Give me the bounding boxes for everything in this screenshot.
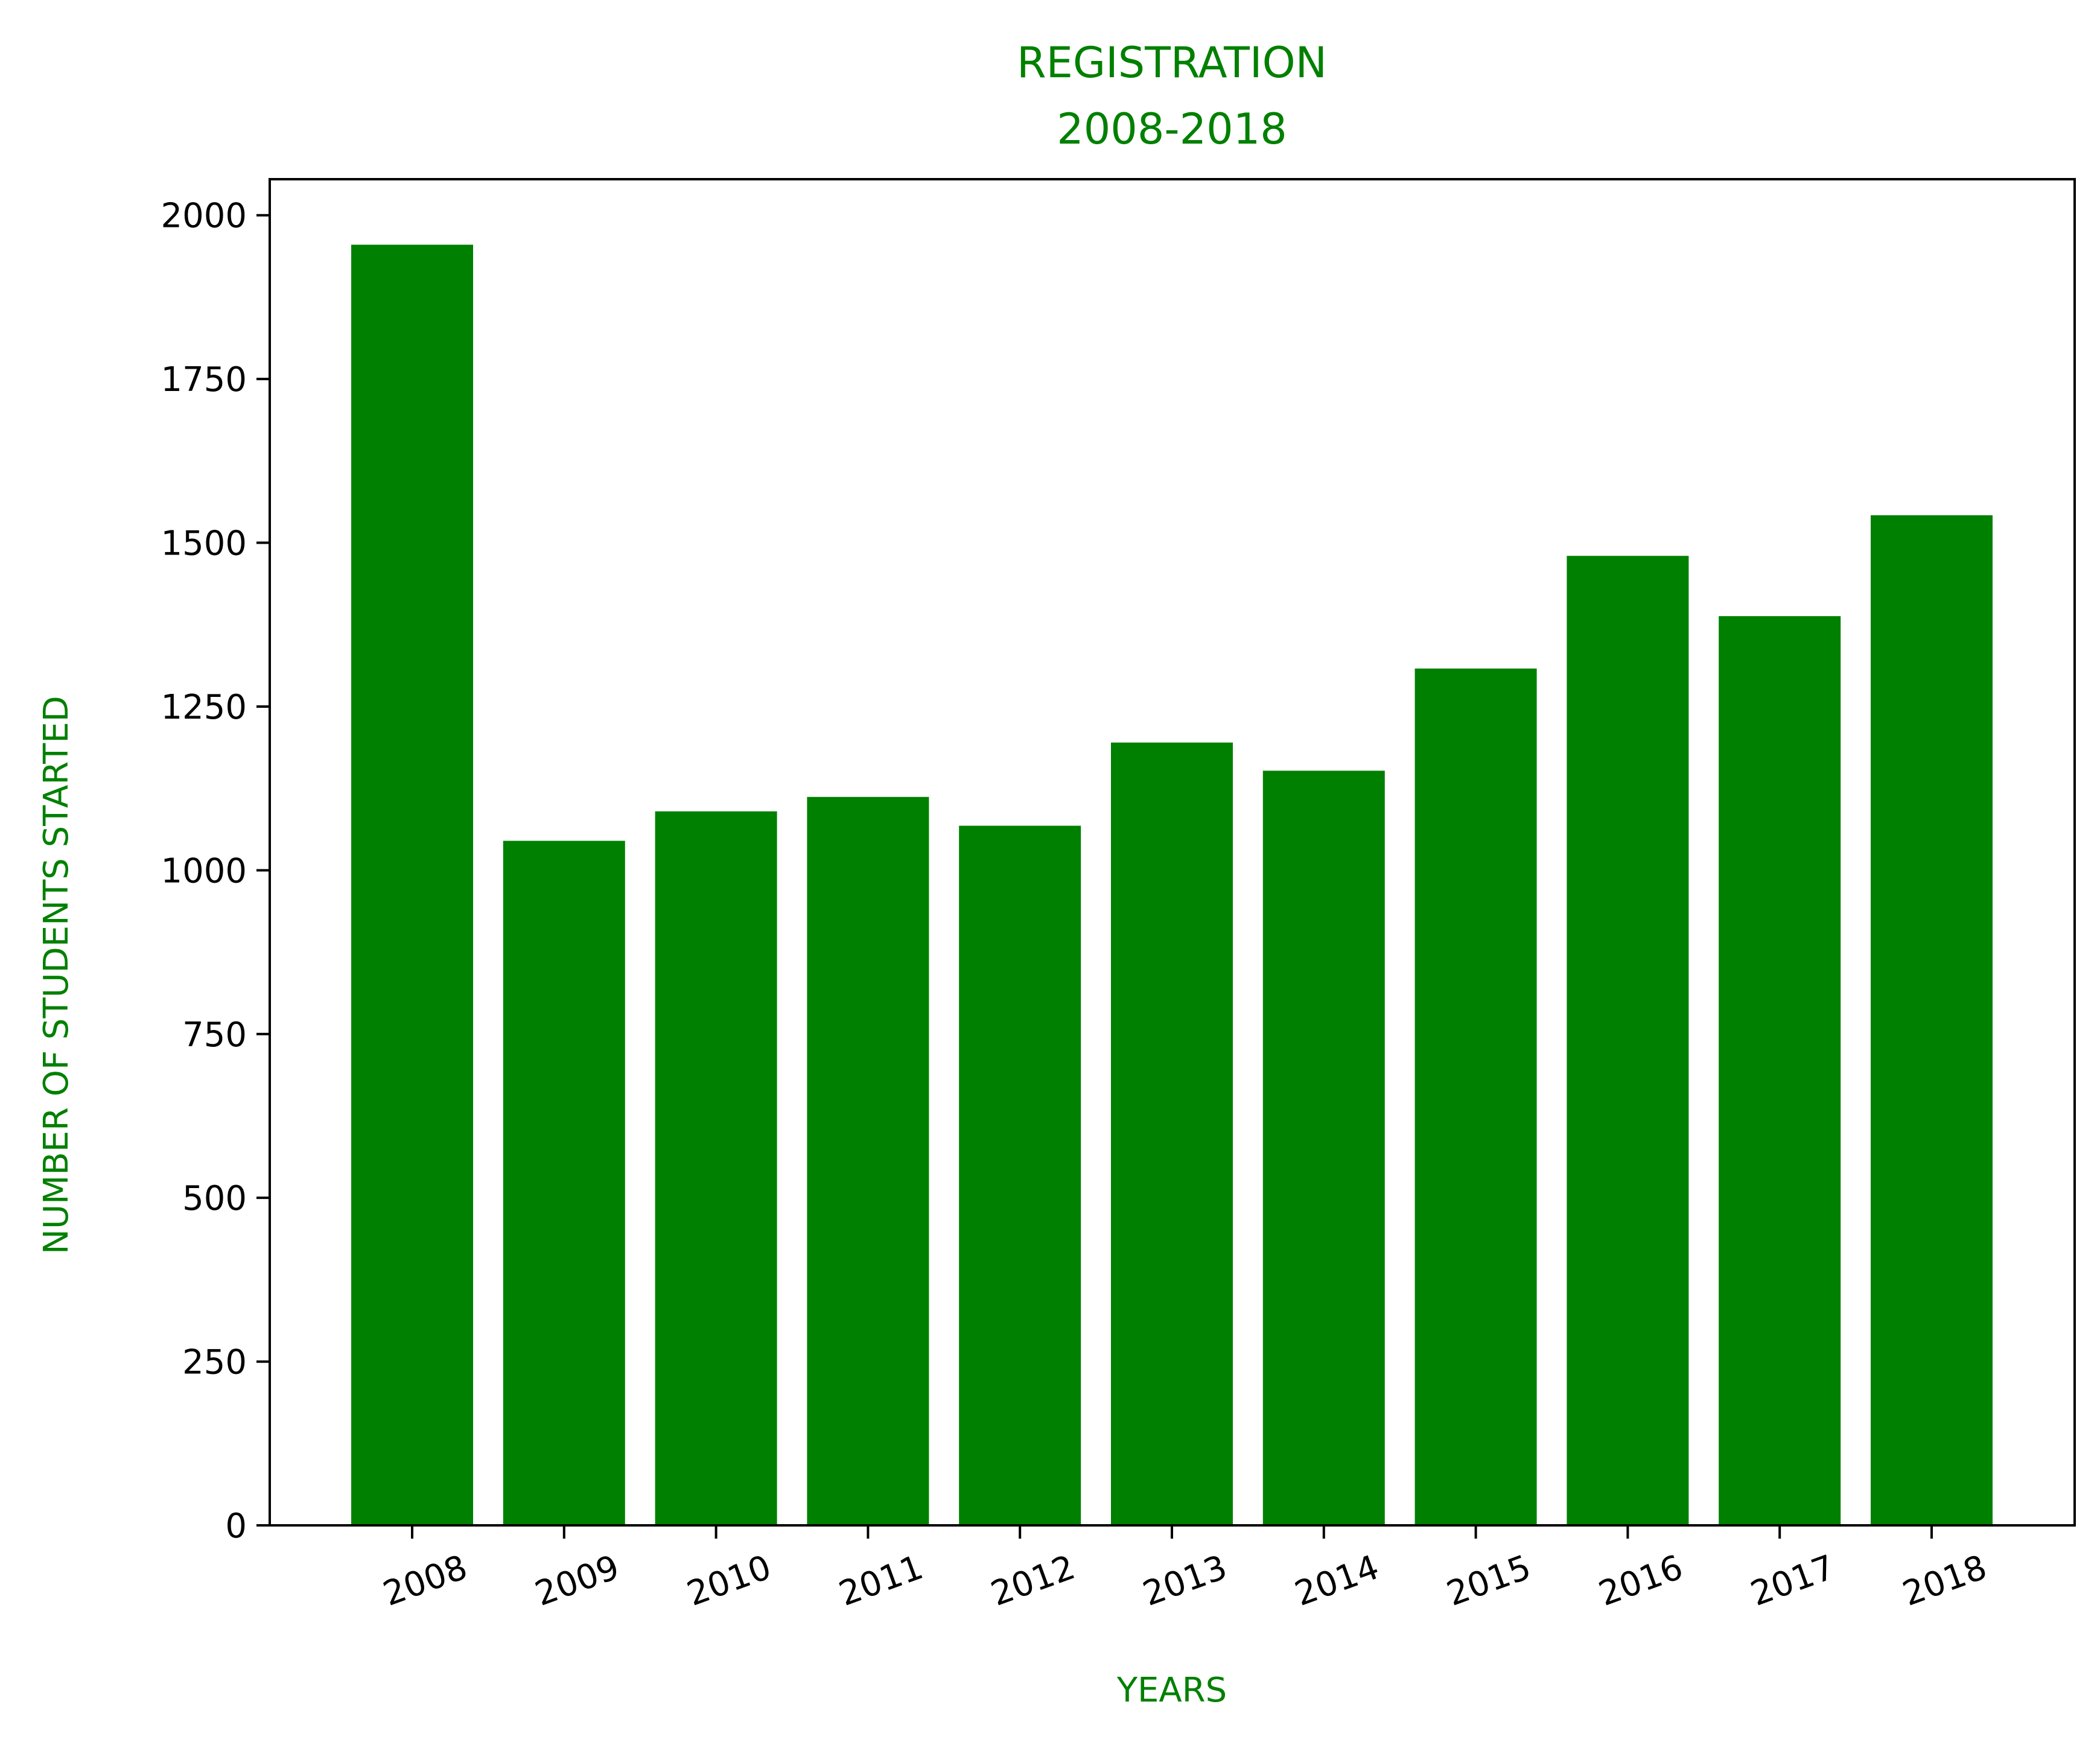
- bar-2016: [1567, 556, 1689, 1525]
- x-tick-label-2013: 2013: [1138, 1548, 1232, 1614]
- y-tick-label-500: 500: [182, 1179, 247, 1218]
- x-tick-label-2014: 2014: [1290, 1548, 1384, 1614]
- y-tick-label-0: 0: [225, 1507, 247, 1546]
- x-tick-label-2012: 2012: [986, 1548, 1080, 1614]
- x-axis-title: YEARS: [1116, 1671, 1227, 1710]
- bar-2011: [807, 796, 929, 1525]
- x-tick-label-2016: 2016: [1594, 1548, 1688, 1614]
- x-tick-label-2015: 2015: [1442, 1548, 1536, 1614]
- chart-title-line-2: 2008-2018: [1057, 104, 1287, 154]
- bar-2018: [1871, 515, 1993, 1525]
- y-tick-label-750: 750: [182, 1015, 247, 1055]
- plot-frame: [269, 178, 2076, 1527]
- x-tick-label-2009: 2009: [530, 1548, 624, 1614]
- bar-2009: [503, 841, 625, 1525]
- bars-group: [351, 244, 1993, 1526]
- y-axis-title: NUMBER OF STUDENTS STARTED: [37, 696, 76, 1254]
- bar-2008: [351, 244, 473, 1526]
- y-tick-label-2000: 2000: [161, 197, 247, 236]
- y-tick-label-1500: 1500: [161, 524, 247, 564]
- bar-2017: [1719, 616, 1841, 1526]
- x-tick-label-2008: 2008: [378, 1548, 472, 1614]
- bar-2012: [959, 825, 1081, 1525]
- x-tick-label-2011: 2011: [834, 1548, 928, 1614]
- y-tick-label-1250: 1250: [161, 688, 247, 727]
- x-tick-label-2018: 2018: [1898, 1548, 1992, 1614]
- bar-2014: [1262, 771, 1385, 1525]
- x-tick-label-2017: 2017: [1746, 1548, 1840, 1614]
- chart-title: REGISTRATION 2008-2018: [1017, 38, 1327, 154]
- bar-2013: [1111, 742, 1233, 1525]
- y-tick-label-1000: 1000: [161, 851, 247, 891]
- bar-2015: [1414, 668, 1537, 1525]
- x-axis-ticks: 2008 2009 2010 2011 2012 2013 2014 2015 2016 2017…: [378, 1525, 1992, 1614]
- chart-title-line-1: REGISTRATION: [1017, 38, 1327, 87]
- y-axis-ticks: 0 250 500 750 1000 1250 1500 1750 2000: [161, 197, 270, 1546]
- x-tick-label-2010: 2010: [682, 1548, 776, 1614]
- y-tick-label-250: 250: [182, 1343, 247, 1382]
- bar-2010: [655, 811, 777, 1525]
- y-tick-label-1750: 1750: [161, 360, 247, 399]
